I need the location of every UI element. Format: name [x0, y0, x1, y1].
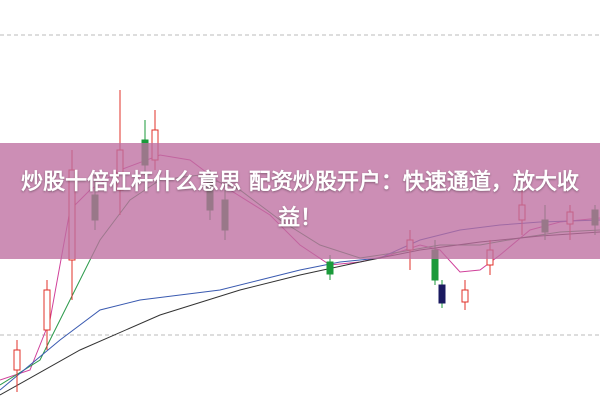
title-banner: 炒股十倍杠杆什么意思 配资炒股开户：快速通道，放大收益！ [0, 143, 600, 259]
banner-title: 炒股十倍杠杆什么意思 配资炒股开户：快速通道，放大收益！ [21, 170, 579, 231]
